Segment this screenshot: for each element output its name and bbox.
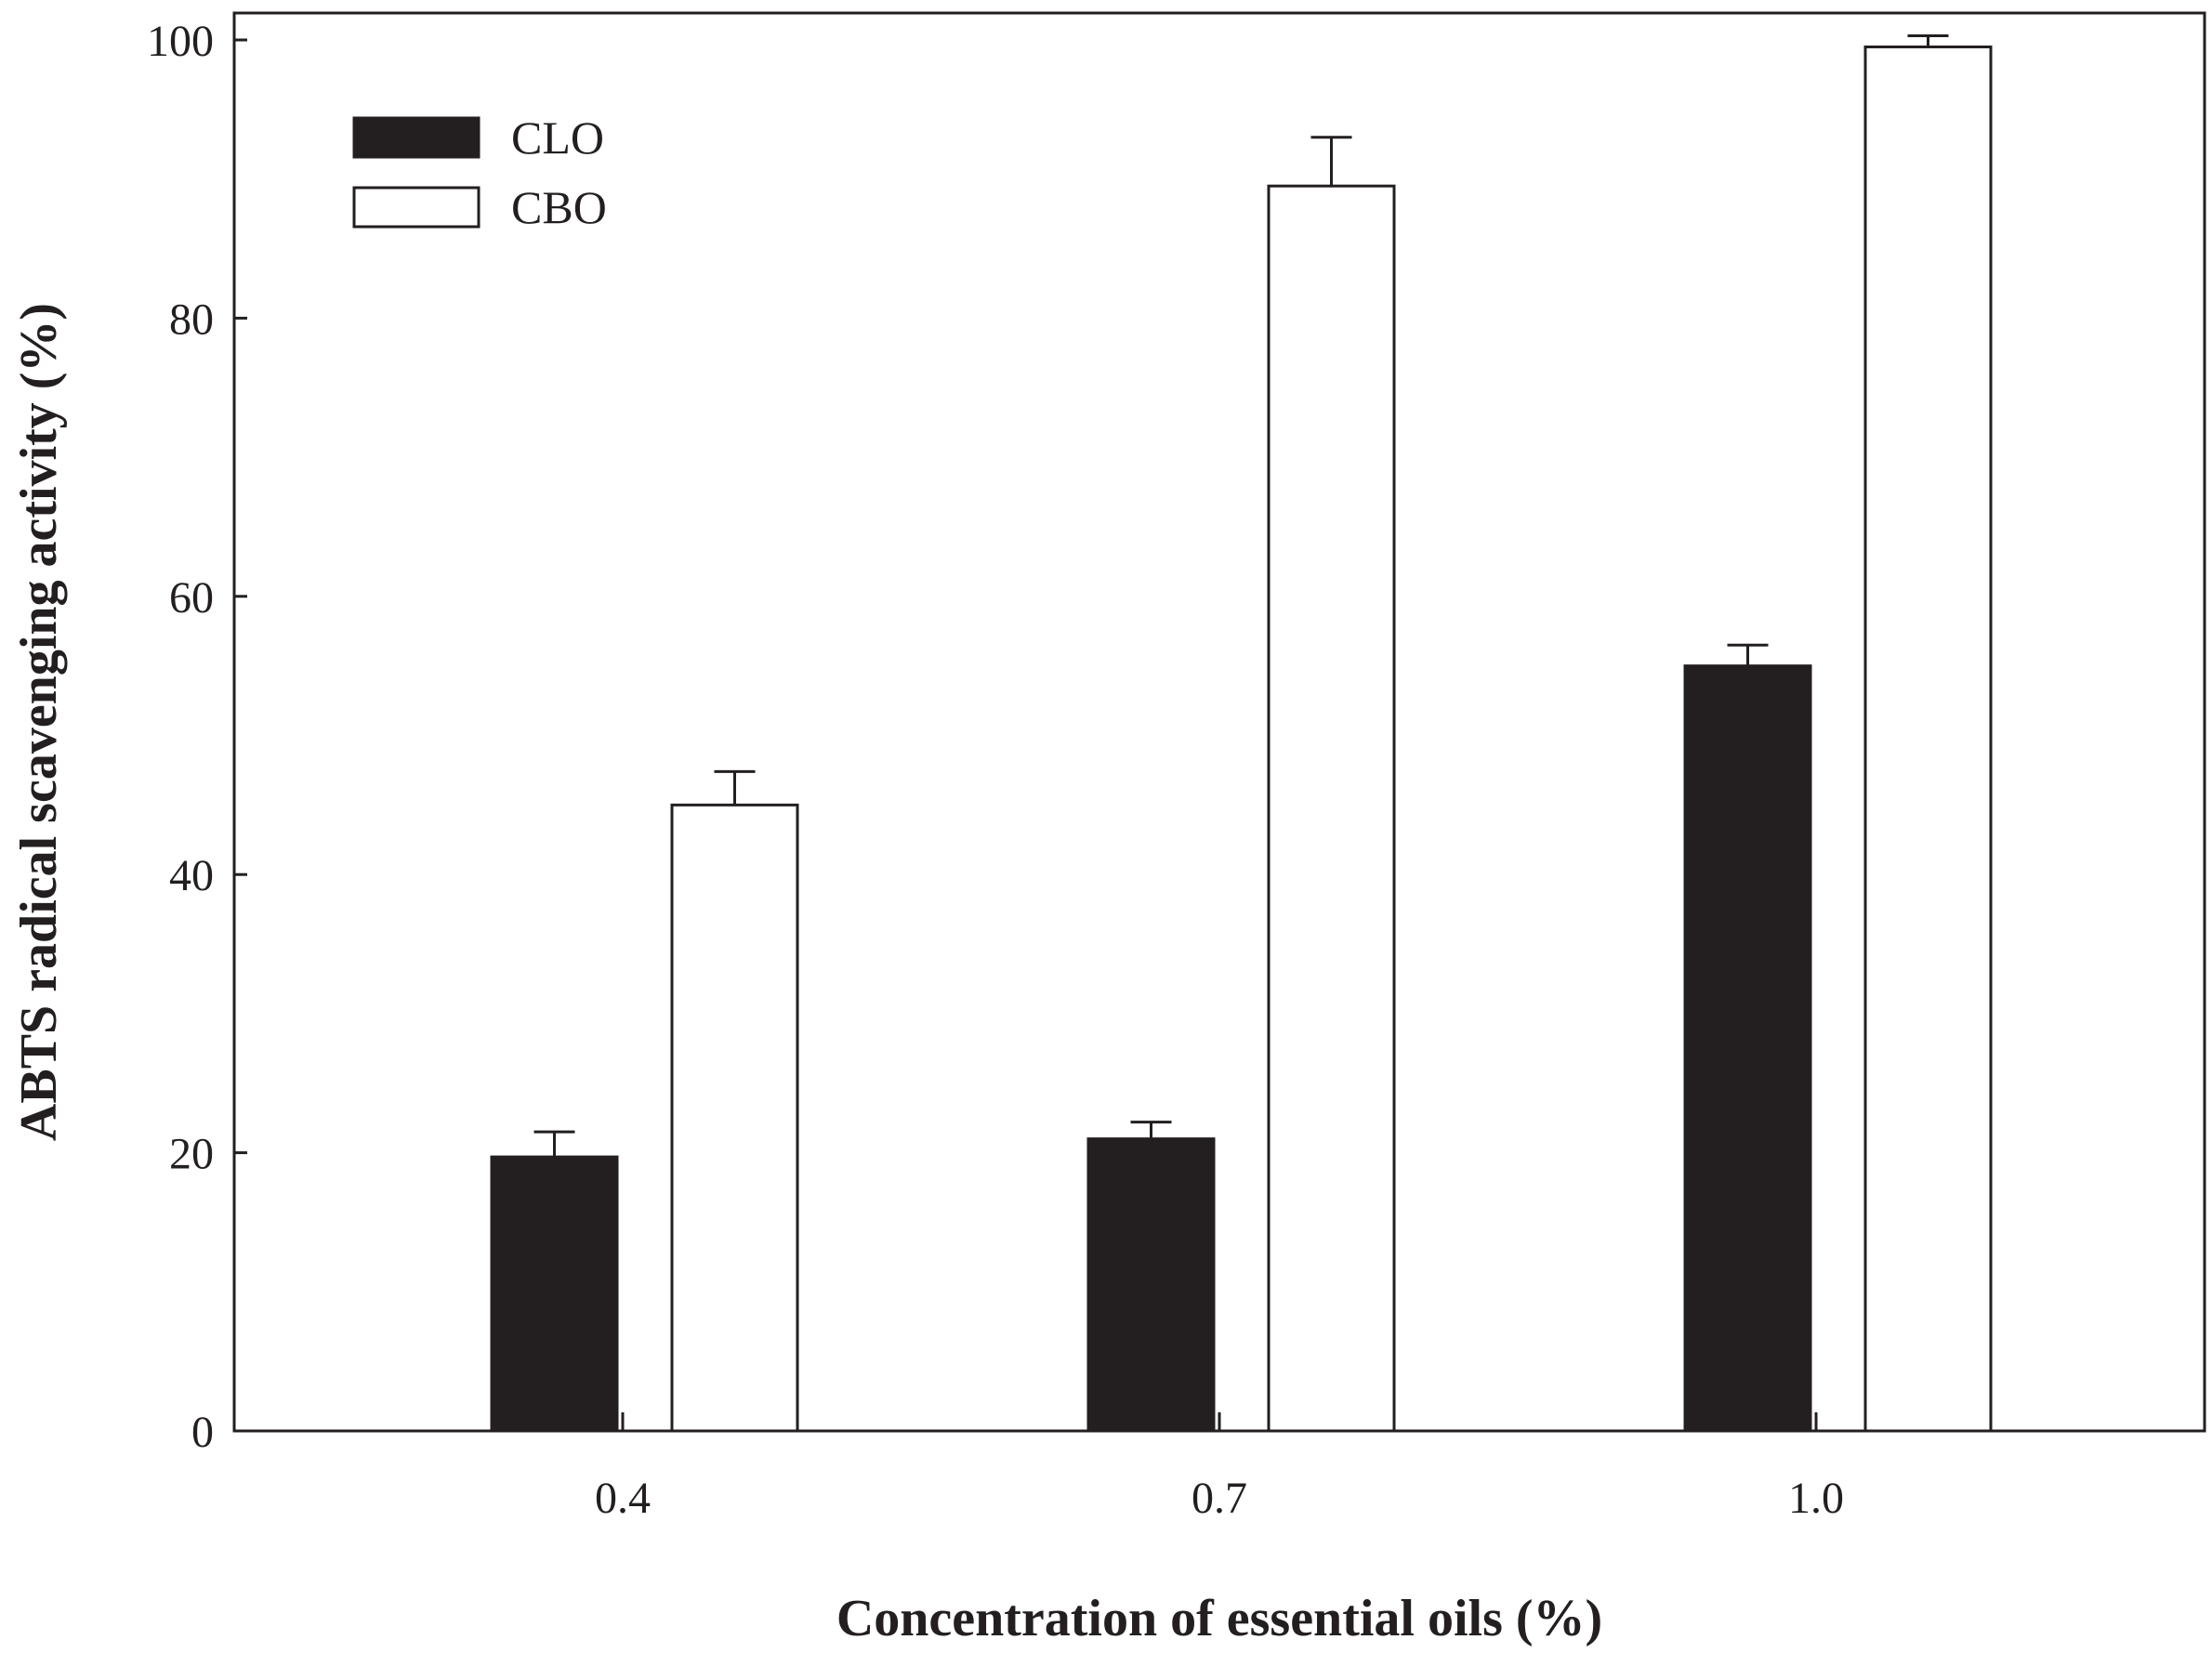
y-tick-label: 100 [147,17,214,66]
y-tick-label: 40 [169,851,214,900]
x-tick-label: 1.0 [1788,1474,1844,1523]
series-clo [490,643,1812,1433]
bar-cbo-1.0 [1863,45,1993,1433]
y-axis: 0 20 40 60 80 100 [147,17,247,1457]
y-axis-title: ABTS radical scavenging activity (%) [10,303,68,1141]
legend-swatch-clo [352,116,481,159]
legend: CLO CBO [352,112,607,233]
legend-swatch-cbo [352,186,481,229]
y-tick-label: 80 [169,295,214,344]
y-tick-label: 20 [169,1130,214,1179]
legend-label-clo: CLO [511,112,604,164]
bar-clo-0.4 [490,1155,619,1433]
x-tick-label: 0.7 [1192,1474,1247,1523]
bar-clo-1.0 [1683,664,1812,1433]
y-tick-label: 60 [169,573,214,623]
x-axis: 0.4 0.7 1.0 [595,1412,1844,1523]
bar-clo-0.7 [1086,1137,1216,1433]
series-cbo [670,34,1993,1433]
bar-cbo-0.4 [670,803,799,1433]
x-axis-title: Concentration of essential oils (%) [836,1590,1602,1647]
x-tick-label: 0.4 [595,1474,651,1523]
legend-label-cbo: CBO [511,181,607,233]
y-tick-label: 0 [191,1408,214,1457]
bar-cbo-0.7 [1267,184,1396,1433]
bar-series-group [490,34,1993,1433]
